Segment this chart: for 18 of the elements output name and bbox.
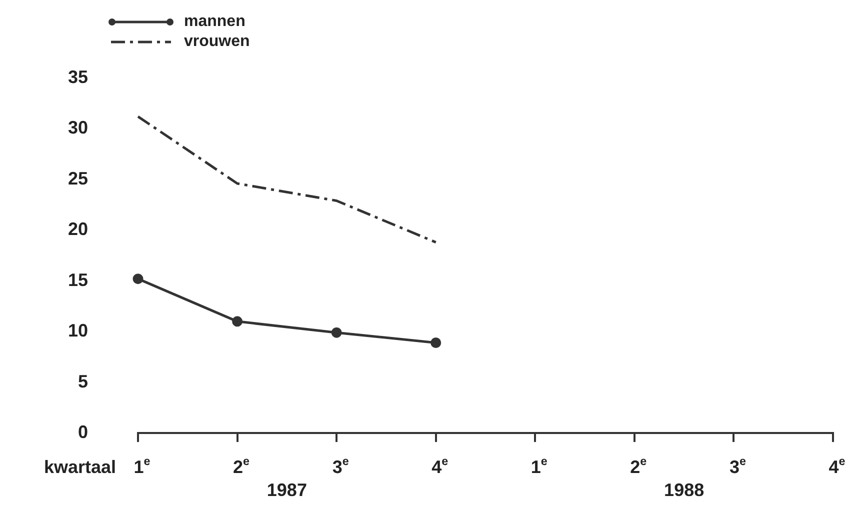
line-series (136, 115, 438, 244)
legend-label: mannen (184, 13, 246, 31)
point (331, 327, 342, 338)
x-axis-title: kwartaal (44, 457, 116, 477)
y-tick-label: 20 (68, 219, 88, 240)
text: 1987 (266, 480, 307, 500)
point (232, 316, 243, 327)
y-tick-label: 5 (78, 371, 88, 392)
point (132, 274, 144, 284)
point (430, 337, 442, 348)
y-tick-label: 0 (78, 422, 88, 442)
text: 1988 (664, 480, 704, 500)
y-tick-label: 30 (68, 118, 88, 138)
legend-label: vrouwen (184, 33, 250, 51)
y-tick-label: 10 (68, 320, 88, 341)
y-tick-label: 15 (68, 270, 88, 290)
y-tick-label: 25 (68, 168, 88, 188)
y-tick-label: 35 (68, 66, 88, 87)
